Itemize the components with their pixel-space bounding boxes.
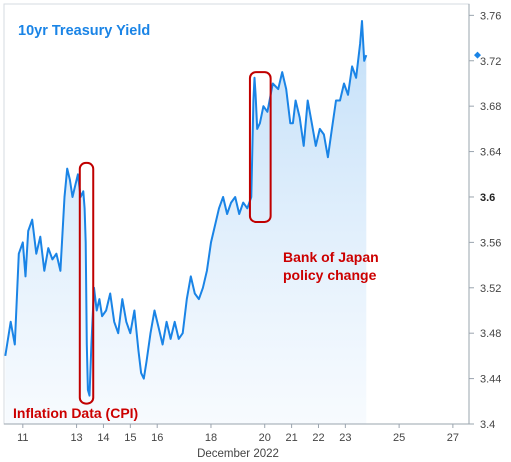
x-tick-label: 18	[205, 432, 217, 444]
y-tick-label: 3.4	[480, 419, 495, 431]
x-axis-label: December 2022	[197, 448, 279, 460]
annotation-boj-line1: Bank of Japan	[283, 249, 379, 265]
y-tick-label: 3.48	[480, 328, 501, 340]
x-tick-label: 22	[312, 432, 324, 444]
annotation-cpi: Inflation Data (CPI)	[13, 405, 138, 421]
highlight-box-2	[248, 71, 272, 223]
chart-title: 10yr Treasury Yield	[18, 23, 150, 39]
highlight-box-1	[78, 161, 95, 405]
series-line	[4, 20, 368, 397]
y-axis: 3.76 3.72 3.68 3.64 3.6 3.56 3.52 3.48 3.44 3.4	[468, 4, 501, 431]
x-tick-label: 11	[17, 432, 28, 444]
area-fill-layer	[5, 21, 367, 424]
highlight-boxes-layer	[78, 71, 272, 405]
x-tick-label: 27	[447, 432, 459, 444]
y-tick-label: 3.56	[480, 237, 501, 249]
y-tick-label: 3.44	[480, 374, 501, 386]
y-tick-label: 3.64	[480, 147, 501, 159]
x-tick-label: 21	[285, 432, 297, 444]
y-tick-label: 3.52	[480, 283, 501, 295]
series-line-layer	[4, 20, 368, 397]
x-tick-label: 25	[393, 432, 405, 444]
y-tick-label: 3.76	[480, 10, 501, 22]
x-tick-label: 13	[70, 432, 82, 444]
x-tick-label: 20	[259, 432, 271, 444]
x-axis: 11 13 14 15 16 18 20 21 22 23 25 27	[4, 423, 469, 444]
x-tick-label: 23	[339, 432, 351, 444]
last-value-marker	[474, 51, 481, 59]
series-area-fill	[5, 21, 367, 424]
y-tick-label: 3.72	[480, 56, 501, 68]
x-tick-label: 14	[97, 432, 109, 444]
x-tick-label: 16	[151, 432, 163, 444]
y-tick-label: 3.6	[480, 192, 495, 204]
y-tick-label: 3.68	[480, 101, 501, 113]
annotation-boj-line2: policy change	[283, 267, 377, 283]
x-tick-label: 15	[124, 432, 136, 444]
